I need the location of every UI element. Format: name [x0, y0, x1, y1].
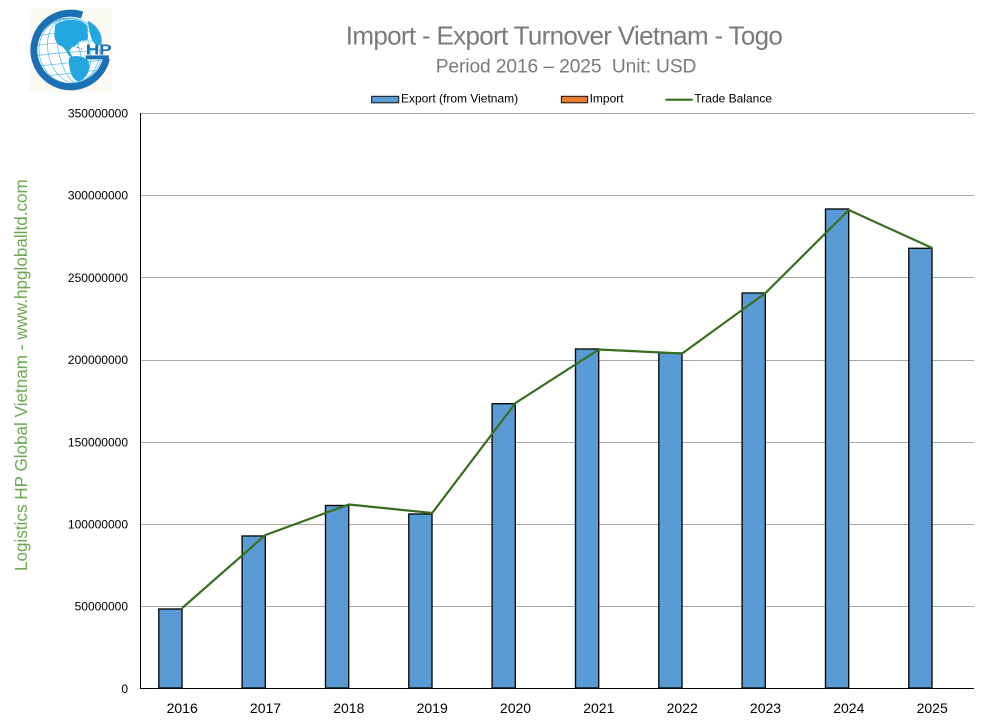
svg-text:350000000: 350000000	[68, 107, 128, 121]
svg-text:Export (from Vietnam): Export (from Vietnam)	[401, 92, 518, 106]
svg-text:Trade Balance: Trade Balance	[694, 92, 772, 106]
svg-text:300000000: 300000000	[68, 189, 128, 203]
svg-text:2020: 2020	[500, 700, 531, 716]
svg-text:Period 2016 – 2025 Unit: USD: Period 2016 – 2025 Unit: USD	[436, 57, 697, 78]
svg-text:2024: 2024	[833, 700, 864, 716]
svg-text:2023: 2023	[750, 700, 781, 716]
svg-text:2016: 2016	[167, 700, 198, 716]
svg-text:250000000: 250000000	[68, 271, 128, 285]
svg-text:0: 0	[121, 682, 128, 696]
svg-text:200000000: 200000000	[68, 353, 128, 367]
svg-text:50000000: 50000000	[75, 600, 129, 614]
svg-text:HP: HP	[86, 42, 112, 58]
svg-text:2018: 2018	[333, 700, 364, 716]
svg-text:Import: Import	[590, 92, 625, 106]
svg-text:2022: 2022	[667, 700, 698, 716]
svg-text:100000000: 100000000	[68, 518, 128, 532]
svg-text:Import - Export Turnover Vietn: Import - Export Turnover Vietnam - Togo	[346, 21, 783, 51]
svg-text:2021: 2021	[583, 700, 614, 716]
svg-text:2017: 2017	[250, 700, 281, 716]
svg-text:2025: 2025	[917, 700, 948, 716]
svg-text:Logistics HP Global Vietnam -: Logistics HP Global Vietnam - www.hpglob…	[12, 179, 31, 571]
svg-text:150000000: 150000000	[68, 435, 128, 449]
svg-text:2019: 2019	[417, 700, 448, 716]
